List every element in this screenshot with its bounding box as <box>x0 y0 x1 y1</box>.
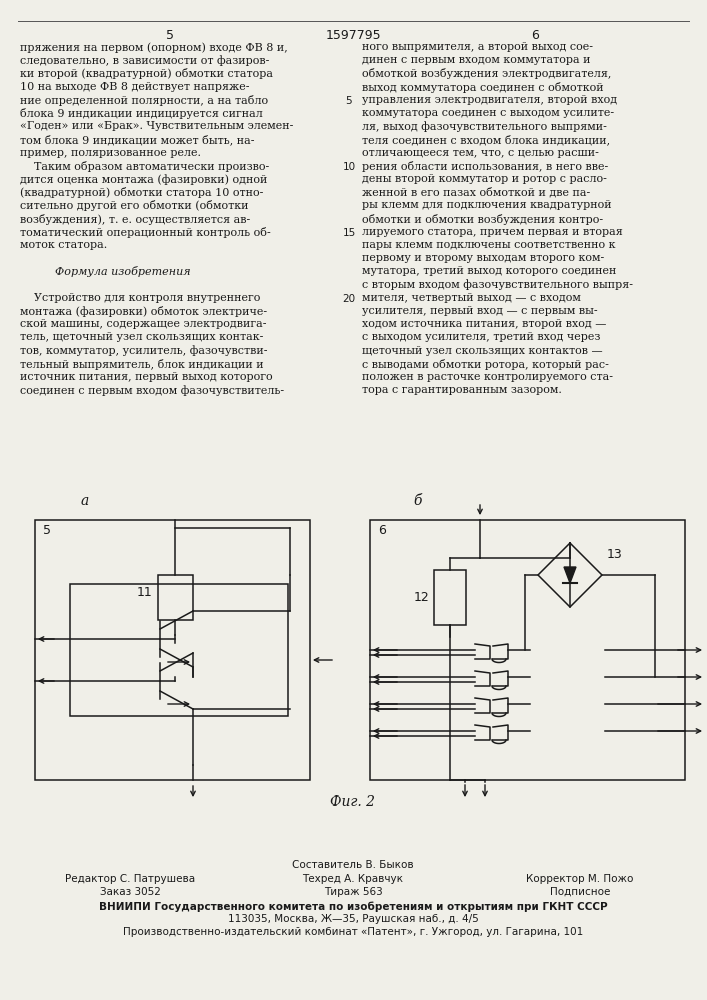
Text: 5: 5 <box>346 96 352 106</box>
Text: обмоткой возбуждения электродвигателя,: обмоткой возбуждения электродвигателя, <box>362 68 612 79</box>
Text: положен в расточке контролируемого ста-: положен в расточке контролируемого ста- <box>362 372 613 382</box>
Text: (квадратурной) обмотки статора 10 отно-: (квадратурной) обмотки статора 10 отно- <box>20 187 264 198</box>
Text: соединен с первым входом фазочувствитель-: соединен с первым входом фазочувствитель… <box>20 385 284 396</box>
Text: коммутатора соединен с выходом усилите-: коммутатора соединен с выходом усилите- <box>362 108 614 118</box>
Text: томатический операционный контроль об-: томатический операционный контроль об- <box>20 227 271 238</box>
Text: Производственно-издательский комбинат «Патент», г. Ужгород, ул. Гагарина, 101: Производственно-издательский комбинат «П… <box>123 927 583 937</box>
Text: обмотки и обмотки возбуждения контро-: обмотки и обмотки возбуждения контро- <box>362 214 603 225</box>
Text: дится оценка монтажа (фазировки) одной: дится оценка монтажа (фазировки) одной <box>20 174 267 185</box>
Text: сительно другой его обмотки (обмотки: сительно другой его обмотки (обмотки <box>20 200 248 211</box>
Text: первому и второму выходам второго ком-: первому и второму выходам второго ком- <box>362 253 604 263</box>
Text: Составитель В. Быков: Составитель В. Быков <box>292 860 414 870</box>
Bar <box>370 520 685 780</box>
Text: Устройство для контроля внутреннего: Устройство для контроля внутреннего <box>20 293 260 303</box>
Text: динен с первым входом коммутатора и: динен с первым входом коммутатора и <box>362 55 590 65</box>
Text: пары клемм подключены соответственно к: пары клемм подключены соответственно к <box>362 240 616 250</box>
Bar <box>70 584 288 716</box>
Text: а: а <box>81 494 89 508</box>
Text: 5: 5 <box>43 524 51 537</box>
Text: теля соединен с входом блока индикации,: теля соединен с входом блока индикации, <box>362 134 610 145</box>
Text: с выходом усилителя, третий вход через: с выходом усилителя, третий вход через <box>362 332 600 342</box>
Text: ры клемм для подключения квадратурной: ры клемм для подключения квадратурной <box>362 200 612 210</box>
Text: источник питания, первый выход которого: источник питания, первый выход которого <box>20 372 273 382</box>
Text: 1597795: 1597795 <box>325 29 381 42</box>
Text: 113035, Москва, Ж—35, Раушская наб., д. 4/5: 113035, Москва, Ж—35, Раушская наб., д. … <box>228 914 479 924</box>
Text: с выводами обмотки ротора, который рас-: с выводами обмотки ротора, который рас- <box>362 359 609 370</box>
Bar <box>35 520 310 780</box>
Text: Таким образом автоматически произво-: Таким образом автоматически произво- <box>20 161 269 172</box>
Text: Фиг. 2: Фиг. 2 <box>330 795 375 809</box>
Text: 20: 20 <box>342 294 356 304</box>
Text: Техред А. Кравчук: Техред А. Кравчук <box>303 874 404 884</box>
Text: 6: 6 <box>378 524 386 537</box>
Text: моток статора.: моток статора. <box>20 240 107 250</box>
Text: б: б <box>414 494 422 508</box>
Text: блока 9 индикации индицируется сигнал: блока 9 индикации индицируется сигнал <box>20 108 263 119</box>
Text: ного выпрямителя, а второй выход сое-: ного выпрямителя, а второй выход сое- <box>362 42 593 52</box>
Text: Корректор М. Пожо: Корректор М. Пожо <box>526 874 633 884</box>
Text: 13: 13 <box>607 548 623 561</box>
Text: тора с гарантированным зазором.: тора с гарантированным зазором. <box>362 385 562 395</box>
Text: 15: 15 <box>342 228 356 238</box>
Text: том блока 9 индикации может быть, на-: том блока 9 индикации может быть, на- <box>20 134 255 145</box>
Text: пряжения на первом (опорном) входе ФВ 8 и,: пряжения на первом (опорном) входе ФВ 8 … <box>20 42 288 53</box>
Text: Формула изобретения: Формула изобретения <box>20 266 191 277</box>
Text: 10 на выходе ФВ 8 действует напряже-: 10 на выходе ФВ 8 действует напряже- <box>20 82 250 92</box>
Text: возбуждения), т. е. осуществляется ав-: возбуждения), т. е. осуществляется ав- <box>20 214 250 225</box>
Text: тель, щеточный узел скользящих контак-: тель, щеточный узел скользящих контак- <box>20 332 264 342</box>
Bar <box>158 575 192 620</box>
Text: мителя, четвертый выход — с входом: мителя, четвертый выход — с входом <box>362 293 581 303</box>
Text: Подписное: Подписное <box>550 887 610 897</box>
Text: Заказ 3052: Заказ 3052 <box>100 887 160 897</box>
Text: усилителя, первый вход — с первым вы-: усилителя, первый вход — с первым вы- <box>362 306 597 316</box>
Text: ля, выход фазочувствительного выпрями-: ля, выход фазочувствительного выпрями- <box>362 121 607 132</box>
Text: Тираж 563: Тираж 563 <box>324 887 382 897</box>
Text: рения области использования, в него вве-: рения области использования, в него вве- <box>362 161 608 172</box>
Text: ки второй (квадратурной) обмотки статора: ки второй (квадратурной) обмотки статора <box>20 68 273 79</box>
Bar <box>434 570 466 625</box>
Text: пример, поляризованное реле.: пример, поляризованное реле. <box>20 148 201 158</box>
Text: «Годен» или «Брак». Чувствительным элемен-: «Годен» или «Брак». Чувствительным элеме… <box>20 121 293 131</box>
Text: 6: 6 <box>531 29 539 42</box>
Text: следовательно, в зависимости от фазиров-: следовательно, в зависимости от фазиров- <box>20 55 269 66</box>
Polygon shape <box>564 567 576 583</box>
Text: отличающееся тем, что, с целью расши-: отличающееся тем, что, с целью расши- <box>362 148 599 158</box>
Text: мутатора, третий выход которого соединен: мутатора, третий выход которого соединен <box>362 266 617 276</box>
Text: щеточный узел скользящих контактов —: щеточный узел скользящих контактов — <box>362 346 602 356</box>
Text: тельный выпрямитель, блок индикации и: тельный выпрямитель, блок индикации и <box>20 359 264 370</box>
Text: женной в его пазах обмоткой и две па-: женной в его пазах обмоткой и две па- <box>362 187 590 198</box>
Text: ние определенной полярности, а на табло: ние определенной полярности, а на табло <box>20 95 268 106</box>
Text: 5: 5 <box>166 29 174 42</box>
Text: 12: 12 <box>414 591 429 604</box>
Text: 10: 10 <box>342 162 356 172</box>
Text: ходом источника питания, второй вход —: ходом источника питания, второй вход — <box>362 319 607 329</box>
Text: монтажа (фазировки) обмоток электриче-: монтажа (фазировки) обмоток электриче- <box>20 306 267 317</box>
Text: выход коммутатора соединен с обмоткой: выход коммутатора соединен с обмоткой <box>362 82 604 93</box>
Text: ской машины, содержащее электродвига-: ской машины, содержащее электродвига- <box>20 319 267 329</box>
Text: с вторым входом фазочувствительного выпря-: с вторым входом фазочувствительного выпр… <box>362 280 633 290</box>
Text: Редактор С. Патрушева: Редактор С. Патрушева <box>65 874 195 884</box>
Text: 11: 11 <box>136 586 153 599</box>
Text: ВНИИПИ Государственного комитета по изобретениям и открытиям при ГКНТ СССР: ВНИИПИ Государственного комитета по изоб… <box>99 901 607 912</box>
Text: тов, коммутатор, усилитель, фазочувстви-: тов, коммутатор, усилитель, фазочувстви- <box>20 346 267 356</box>
Text: дены второй коммутатор и ротор с расло-: дены второй коммутатор и ротор с расло- <box>362 174 607 184</box>
Text: лируемого статора, причем первая и вторая: лируемого статора, причем первая и втора… <box>362 227 623 237</box>
Text: управления электродвигателя, второй вход: управления электродвигателя, второй вход <box>362 95 617 105</box>
